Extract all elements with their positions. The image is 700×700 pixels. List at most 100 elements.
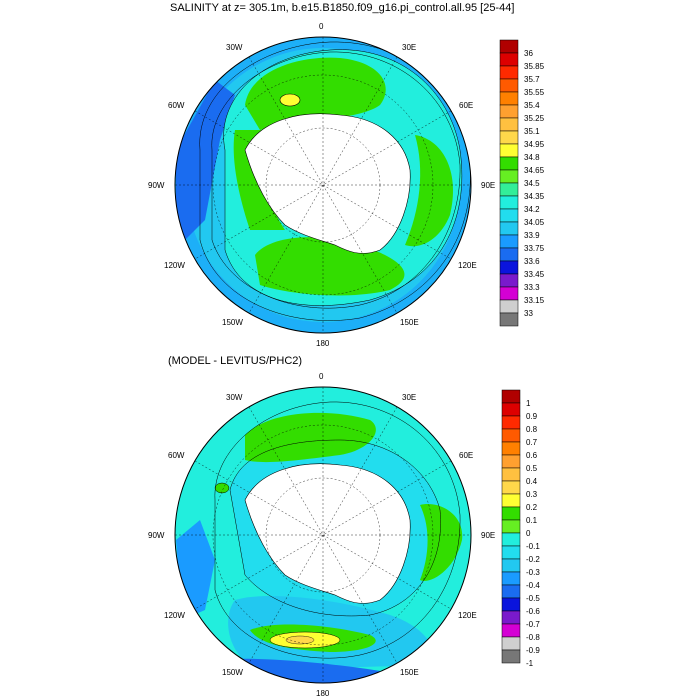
- lon-label-0: 0: [319, 22, 324, 31]
- lon-label-150w: 150W: [222, 318, 243, 327]
- legend-swatch: [499, 52, 519, 67]
- panel1-title: SALINITY at z= 305.1m, b.e15.B1850.f09_g…: [170, 2, 515, 14]
- antarctica: [244, 463, 411, 604]
- lon-label-180: 180: [316, 339, 330, 348]
- legend-label: 34.5: [524, 179, 540, 188]
- legend-swatch: [499, 208, 519, 223]
- legend-swatch: [499, 312, 519, 327]
- legend-swatch: [501, 610, 521, 625]
- legend-swatch: [501, 545, 521, 560]
- legend-swatch: [499, 39, 519, 54]
- lon-label-150w: 150W: [222, 668, 243, 677]
- legend-swatch: [499, 273, 519, 288]
- legend-label: -0.3: [526, 568, 540, 577]
- legend-swatch: [499, 182, 519, 197]
- contours: [214, 401, 461, 659]
- legend-label: 35.1: [524, 127, 540, 136]
- legend-label: 34.05: [524, 218, 545, 227]
- legend-swatch: [499, 169, 519, 184]
- legend-swatch: [501, 558, 521, 573]
- legend-label: 35.7: [524, 75, 540, 84]
- legend-label: 33.6: [524, 257, 540, 266]
- map-border: [174, 36, 472, 334]
- legend-label: -0.7: [526, 620, 540, 629]
- map-salinity: [174, 36, 472, 334]
- legend-swatch: [501, 532, 521, 547]
- graticule: [175, 387, 471, 683]
- legend-label: -0.5: [526, 594, 540, 603]
- deep-blue-area: [176, 80, 235, 240]
- yellow-maximum: [279, 93, 301, 107]
- lon-label-120w: 120W: [164, 611, 185, 620]
- legend-swatch: [499, 143, 519, 158]
- lon-label-30w: 30W: [226, 393, 243, 402]
- legend-swatch: [501, 415, 521, 430]
- legend-swatch: [501, 519, 521, 534]
- legend-swatch: [499, 130, 519, 145]
- legend-swatch: [501, 454, 521, 469]
- lon-label-90w: 90W: [148, 181, 165, 190]
- legend-label: 36: [524, 49, 533, 58]
- legend-swatch: [499, 247, 519, 262]
- legend-swatch: [499, 117, 519, 132]
- legend-label: 0.3: [526, 490, 538, 499]
- legend-swatch: [501, 571, 521, 586]
- legend-label: 0.6: [526, 451, 538, 460]
- lon-label-30e: 30E: [402, 43, 416, 52]
- legend-swatch: [501, 584, 521, 599]
- graticule: [175, 37, 471, 333]
- legend-swatch: [501, 428, 521, 443]
- lon-labels-panel2: 0 30E 60E 90E 120E 150E 180 150W 120W 90…: [148, 372, 495, 698]
- legend-label: -0.8: [526, 633, 540, 642]
- legend-swatch: [499, 65, 519, 80]
- legend-label: 35.85: [524, 62, 545, 71]
- legend-label: 33.45: [524, 270, 545, 279]
- legend-swatch: [501, 402, 521, 417]
- green-spot: [214, 482, 230, 494]
- legend-label: 33.75: [524, 244, 545, 253]
- legend-swatch: [501, 480, 521, 495]
- legend-label: 34.35: [524, 192, 545, 201]
- legend-label: -1: [526, 659, 534, 668]
- legend-swatch: [499, 286, 519, 301]
- legend-label: -0.6: [526, 607, 540, 616]
- legend-label: 33.15: [524, 296, 545, 305]
- legend-swatch: [499, 104, 519, 119]
- green-indian: [420, 504, 463, 581]
- legend-label: 35.55: [524, 88, 545, 97]
- legend-label: 35.25: [524, 114, 545, 123]
- lon-label-0: 0: [319, 372, 324, 381]
- legend-label: 33.3: [524, 283, 540, 292]
- legend-label: -0.2: [526, 555, 540, 564]
- legend-label: 35.4: [524, 101, 540, 110]
- legend-label: 0.2: [526, 503, 538, 512]
- lon-label-150e: 150E: [400, 318, 419, 327]
- lon-label-90e: 90E: [481, 181, 495, 190]
- lon-label-180: 180: [316, 689, 330, 698]
- lon-label-60w: 60W: [168, 451, 185, 460]
- lon-label-60w: 60W: [168, 101, 185, 110]
- legend-label: 0.5: [526, 464, 538, 473]
- legend-label: 0.7: [526, 438, 538, 447]
- legend-swatch: [499, 260, 519, 275]
- legend-swatch: [501, 636, 521, 651]
- antarctica: [244, 113, 411, 254]
- legend-swatch: [501, 649, 521, 664]
- lon-label-30w: 30W: [226, 43, 243, 52]
- lon-label-90e: 90E: [481, 531, 495, 540]
- map-border: [174, 386, 472, 684]
- legend-swatch: [499, 195, 519, 210]
- legend-label: 0.8: [526, 425, 538, 434]
- legend-label: 33.9: [524, 231, 540, 240]
- lon-labels-panel1: 0 30E 60E 90E 120E 150E 180 150W 120W 90…: [148, 22, 495, 348]
- lon-label-30e: 30E: [402, 393, 416, 402]
- legend-label: 0.9: [526, 412, 538, 421]
- legend-swatch: [499, 221, 519, 236]
- legend-label: 0: [526, 529, 531, 538]
- legend-label: 1: [526, 399, 531, 408]
- orange-anomaly: [285, 635, 315, 645]
- legend-swatch: [499, 78, 519, 93]
- legend-label: -0.4: [526, 581, 540, 590]
- legend-label: -0.1: [526, 542, 540, 551]
- map-difference: [174, 386, 472, 684]
